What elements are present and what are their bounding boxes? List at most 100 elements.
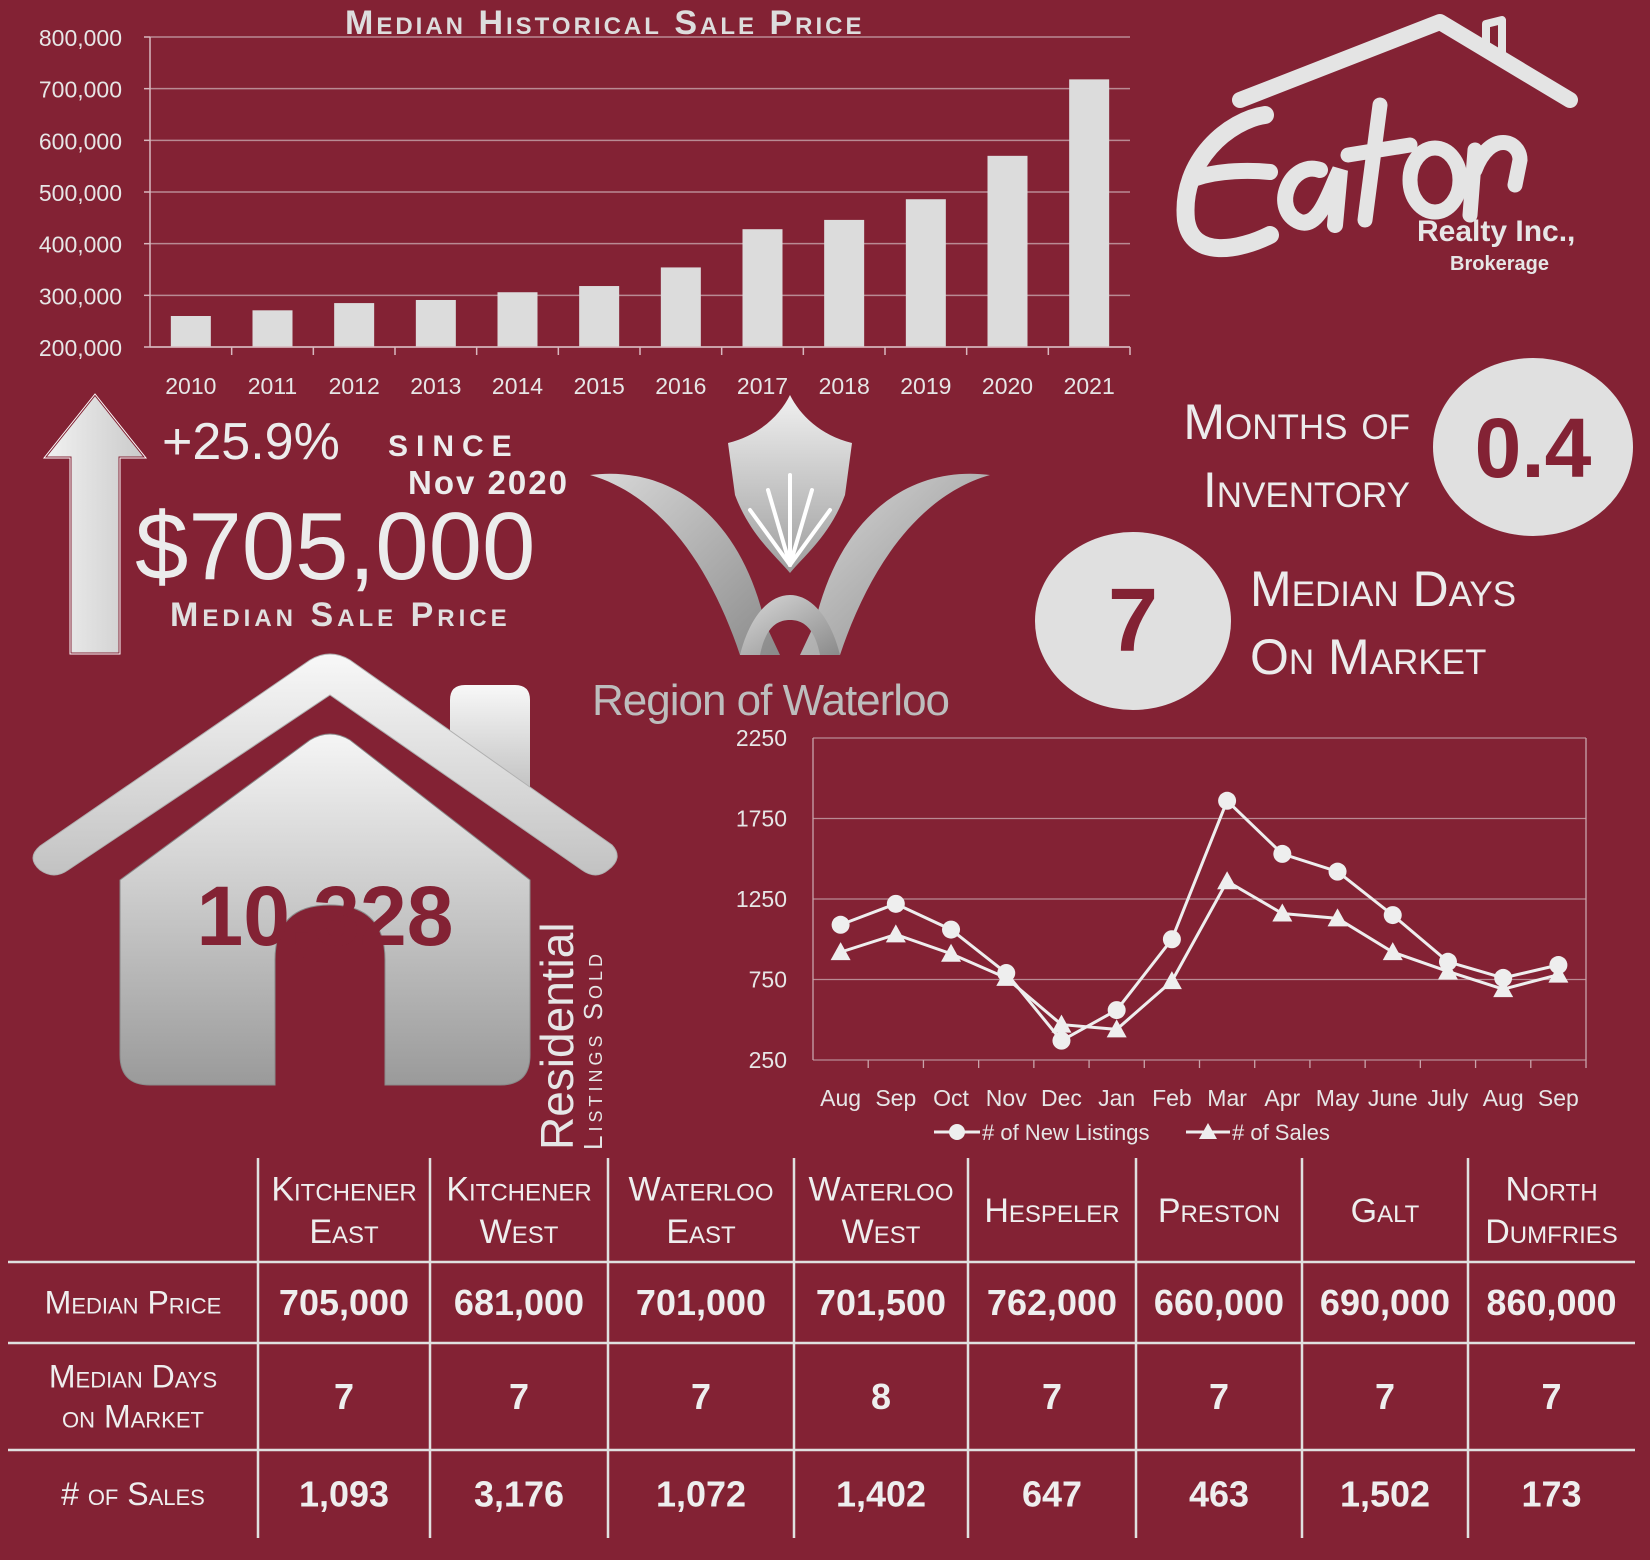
table-cell: 860,000 — [1486, 1282, 1616, 1323]
table-cell: 1,072 — [656, 1474, 746, 1515]
table-cell: 463 — [1189, 1474, 1249, 1515]
bar-xtick-label: 2012 — [329, 373, 380, 399]
line-xtick-label: Oct — [933, 1085, 969, 1111]
table-col-header: East — [666, 1213, 736, 1251]
bar-2011 — [252, 310, 293, 347]
listings-label-residential: Residential — [531, 922, 583, 1150]
legend-listings-marker — [949, 1124, 965, 1140]
table-row-label: on Market — [62, 1399, 204, 1435]
bar-xtick-label: 2017 — [737, 373, 788, 399]
listing-point — [1383, 906, 1402, 925]
bar-2014 — [497, 292, 538, 347]
table-col-header: East — [309, 1213, 379, 1251]
sales-point — [830, 942, 851, 961]
table-cell: 701,000 — [636, 1282, 766, 1323]
bar-2016 — [660, 267, 701, 347]
legend-sales-label: # of Sales — [1232, 1120, 1330, 1145]
listing-point — [1273, 844, 1292, 863]
bar-2017 — [742, 229, 783, 347]
region-stats-table: Kitchener East Kitchener West Waterloo East Wa… — [8, 1158, 1635, 1538]
table-col-header: Waterloo — [628, 1171, 773, 1209]
listing-point — [1494, 968, 1513, 987]
line-xtick-label: Jan — [1098, 1085, 1135, 1111]
table-cell: 647 — [1022, 1474, 1082, 1515]
table-cell: 7 — [334, 1376, 354, 1417]
bar-ytick-label: 600,000 — [39, 128, 122, 154]
sales-point — [1272, 903, 1293, 922]
months-inventory-label: Months of Inventory — [1183, 394, 1410, 518]
table-cell: 7 — [1042, 1376, 1062, 1417]
region-name: Region of Waterloo — [592, 676, 950, 725]
table-col-header: Galt — [1351, 1192, 1420, 1230]
sales-point — [1437, 961, 1458, 980]
bar-xtick-label: 2018 — [819, 373, 870, 399]
line-xtick-label: Aug — [1483, 1085, 1524, 1111]
line-xtick-label: May — [1316, 1085, 1360, 1111]
table-col-header: Hespeler — [984, 1192, 1119, 1230]
sales-point — [1106, 1019, 1127, 1038]
line-ytick-label: 250 — [749, 1047, 787, 1073]
bar-xtick-label: 2021 — [1064, 373, 1115, 399]
listing-point — [1107, 1001, 1126, 1020]
bar-xtick-label: 2020 — [982, 373, 1033, 399]
bar-xtick-label: 2016 — [655, 373, 706, 399]
line-xtick-label: Mar — [1207, 1085, 1247, 1111]
table-row-label: # of Sales — [61, 1476, 205, 1512]
since-date: Nov 2020 — [408, 464, 569, 501]
table-cell: 1,093 — [299, 1474, 389, 1515]
eaton-logo — [1176, 14, 1578, 258]
brand-subtitle: Realty Inc., — [1417, 215, 1576, 248]
line-ytick-label: 2250 — [736, 725, 787, 751]
bar-xtick-label: 2010 — [165, 373, 216, 399]
sales-point — [1548, 964, 1569, 983]
sales-point — [996, 967, 1017, 986]
bar-2019 — [905, 199, 946, 347]
bar-xtick-label: 2019 — [900, 373, 951, 399]
median-sale-price-label: Median Sale Price — [170, 596, 511, 634]
line-xtick-label: July — [1428, 1085, 1469, 1111]
median-days-label: Median Days On Market — [1250, 561, 1517, 685]
bar-ytick-label: 400,000 — [39, 232, 122, 258]
sales-point — [941, 943, 962, 962]
brand-subtitle-2: Brokerage — [1450, 253, 1549, 275]
table-col-header: West — [842, 1213, 921, 1251]
table-row-label: Median Price — [45, 1285, 222, 1321]
listing-point — [1052, 1031, 1071, 1050]
bar-2021 — [1069, 79, 1110, 347]
line-ytick-label: 750 — [749, 967, 787, 993]
table-cell: 701,500 — [816, 1282, 946, 1323]
listing-point — [1162, 930, 1181, 949]
bar-2018 — [824, 219, 865, 347]
region-of-waterloo-logo — [590, 395, 990, 655]
sales-point — [885, 924, 906, 943]
table-cell: 1,502 — [1340, 1474, 1430, 1515]
line-xtick-label: Nov — [986, 1085, 1027, 1111]
table-col-header: Kitchener — [271, 1171, 416, 1209]
bar-2010 — [170, 316, 211, 347]
bar-chart: 800,000 700,000 600,000 500,000 400,000 300,0… — [39, 25, 1131, 399]
line-chart: 2250 1750 1250 750 250 Aug Sep Oct Nov Dec Jan Feb… — [736, 725, 1587, 1145]
bar-ytick-label: 300,000 — [39, 283, 122, 309]
table-cell: 1,402 — [836, 1474, 926, 1515]
table-cell: 8 — [871, 1376, 891, 1417]
listings-sold-count: 10,328 — [196, 869, 454, 963]
legend-sales-marker — [1199, 1123, 1217, 1139]
listings-label-sold: Listings Sold — [578, 949, 608, 1150]
sales-point — [1493, 979, 1514, 998]
table-cell: 7 — [1209, 1376, 1229, 1417]
median-sale-price: $705,000 — [135, 493, 536, 600]
months-inventory-circle — [1433, 358, 1633, 536]
table-cell: 660,000 — [1154, 1282, 1284, 1323]
bar-xtick-label: 2013 — [410, 373, 461, 399]
table-cell: 7 — [509, 1376, 529, 1417]
line-xtick-label: Apr — [1264, 1085, 1300, 1111]
table-col-header: North — [1505, 1171, 1597, 1209]
table-cell: 7 — [1375, 1376, 1395, 1417]
table-col-header: West — [480, 1213, 559, 1251]
months-inventory-value: 0.4 — [1474, 401, 1592, 495]
sales-point — [1327, 908, 1348, 927]
table-cell: 705,000 — [279, 1282, 409, 1323]
table-col-header: Preston — [1158, 1192, 1280, 1230]
table-cell: 3,176 — [474, 1474, 564, 1515]
line-xtick-label: June — [1368, 1085, 1418, 1111]
